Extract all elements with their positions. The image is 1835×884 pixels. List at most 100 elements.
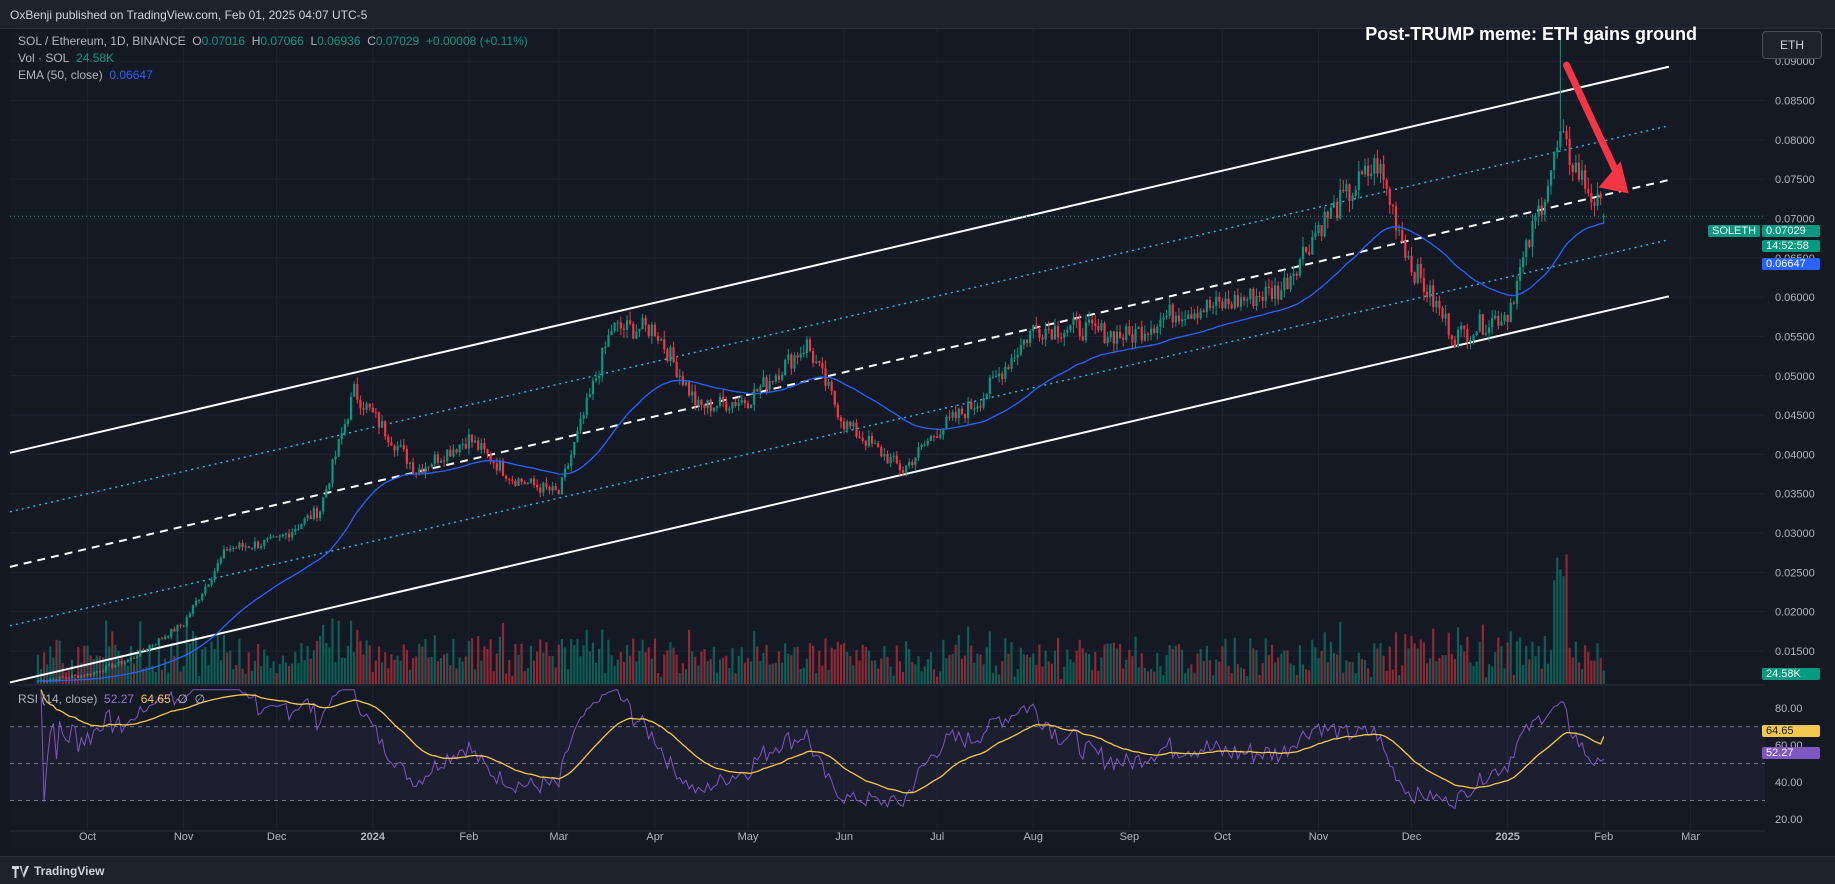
volume-bar bbox=[718, 659, 722, 684]
candle-body bbox=[483, 443, 486, 450]
volume-bar bbox=[1246, 676, 1249, 684]
candle-body bbox=[607, 335, 610, 347]
candle-body bbox=[632, 323, 635, 339]
candle-body bbox=[1004, 366, 1007, 380]
candle-body bbox=[830, 381, 833, 392]
volume-bar bbox=[560, 638, 564, 684]
volume-bar bbox=[588, 651, 591, 684]
chart-area[interactable] bbox=[10, 29, 1765, 848]
volume-bar bbox=[1242, 668, 1246, 684]
candle-body bbox=[70, 675, 74, 678]
volume-bar bbox=[244, 673, 247, 684]
candle-body bbox=[1252, 288, 1255, 306]
candle-body bbox=[1122, 337, 1125, 340]
volume-bar bbox=[325, 643, 328, 684]
candle-body bbox=[625, 320, 629, 330]
candle-body bbox=[1202, 310, 1205, 313]
volume-bar bbox=[694, 656, 697, 684]
candle-body bbox=[396, 445, 399, 451]
price-tick-label: 0.01500 bbox=[1775, 646, 1815, 658]
candle-body bbox=[1041, 337, 1044, 340]
candle-body bbox=[1233, 295, 1236, 309]
candle-body bbox=[108, 664, 111, 666]
candle-body bbox=[1075, 318, 1078, 321]
candle-body bbox=[870, 435, 874, 444]
high-value: 0.07066 bbox=[260, 34, 304, 48]
volume-bar bbox=[514, 644, 517, 684]
volume-bar bbox=[768, 664, 771, 684]
candle-body bbox=[932, 436, 936, 438]
candle-body bbox=[740, 400, 743, 403]
time-tick-label: Jun bbox=[835, 831, 853, 843]
candle-body bbox=[1165, 315, 1168, 318]
time-tick-label: Apr bbox=[646, 831, 663, 843]
price-tick-label: 0.02000 bbox=[1775, 607, 1815, 619]
candle-body bbox=[160, 638, 164, 640]
candle-body bbox=[889, 456, 892, 464]
candle-body bbox=[746, 402, 750, 409]
candle-body bbox=[1332, 202, 1336, 208]
candle-body bbox=[297, 528, 300, 530]
volume-bar bbox=[963, 655, 967, 684]
candle-body bbox=[901, 470, 905, 473]
candle-body bbox=[839, 417, 843, 422]
candle-body bbox=[843, 421, 846, 430]
candle-body bbox=[92, 672, 95, 676]
candle-body bbox=[731, 402, 734, 409]
candle-body bbox=[474, 440, 477, 443]
candle-body bbox=[591, 380, 595, 395]
candle-body bbox=[353, 384, 356, 397]
volume-bar bbox=[1087, 654, 1091, 684]
candle-body bbox=[67, 677, 70, 679]
candle-body bbox=[1370, 173, 1373, 176]
volume-bar bbox=[610, 655, 613, 684]
volume-bar bbox=[1317, 658, 1320, 684]
volume-bar bbox=[43, 652, 46, 684]
top-bar: OxBenji published on TradingView.com, Fe… bbox=[0, 0, 1835, 29]
candle-body bbox=[610, 330, 613, 336]
candle-body bbox=[232, 547, 235, 549]
rsi-label[interactable]: RSI (14, close) bbox=[18, 692, 98, 706]
candle-body bbox=[334, 456, 337, 460]
volume-bar bbox=[1053, 650, 1057, 684]
candle-body bbox=[1236, 295, 1239, 307]
volume-bar bbox=[632, 638, 635, 684]
volume-bar bbox=[780, 662, 784, 684]
candle-body bbox=[1050, 329, 1053, 340]
volume-bar bbox=[418, 643, 421, 684]
volume-bar bbox=[1050, 663, 1053, 684]
candle-body bbox=[1190, 314, 1193, 319]
volume-label[interactable]: Vol · SOL bbox=[18, 51, 70, 65]
tradingview-logo[interactable]: TradingView bbox=[12, 864, 104, 878]
volume-bar bbox=[346, 645, 350, 684]
candle-body bbox=[539, 487, 542, 493]
volume-bar bbox=[1385, 670, 1388, 684]
volume-bar bbox=[238, 638, 241, 684]
candle-body bbox=[725, 402, 728, 411]
candle-body bbox=[641, 317, 644, 330]
candle-body bbox=[105, 665, 108, 672]
candle-body bbox=[864, 440, 867, 446]
volume-bar bbox=[1081, 648, 1084, 684]
volume-bar bbox=[136, 650, 139, 684]
volume-bar bbox=[1252, 648, 1255, 684]
volume-bar bbox=[576, 638, 579, 684]
candle-body bbox=[136, 656, 139, 658]
volume-legend: Vol · SOL 24.58K bbox=[18, 51, 114, 65]
candle-body bbox=[684, 381, 688, 386]
volume-bar bbox=[830, 647, 833, 684]
volume-bar bbox=[1091, 670, 1094, 684]
candle-body bbox=[269, 536, 272, 539]
volume-bar bbox=[1537, 646, 1540, 684]
candle-body bbox=[1444, 313, 1447, 319]
volume-bar bbox=[982, 664, 985, 684]
candle-body bbox=[1342, 190, 1345, 192]
candles bbox=[36, 36, 1605, 684]
ema-label[interactable]: EMA (50, close) bbox=[18, 68, 103, 82]
currency-button[interactable]: ETH bbox=[1762, 31, 1822, 59]
symbol-label[interactable]: SOL / Ethereum, 1D, BINANCE bbox=[18, 34, 186, 48]
candle-body bbox=[598, 375, 601, 379]
volume-bar bbox=[1472, 665, 1475, 684]
candle-body bbox=[225, 549, 229, 551]
